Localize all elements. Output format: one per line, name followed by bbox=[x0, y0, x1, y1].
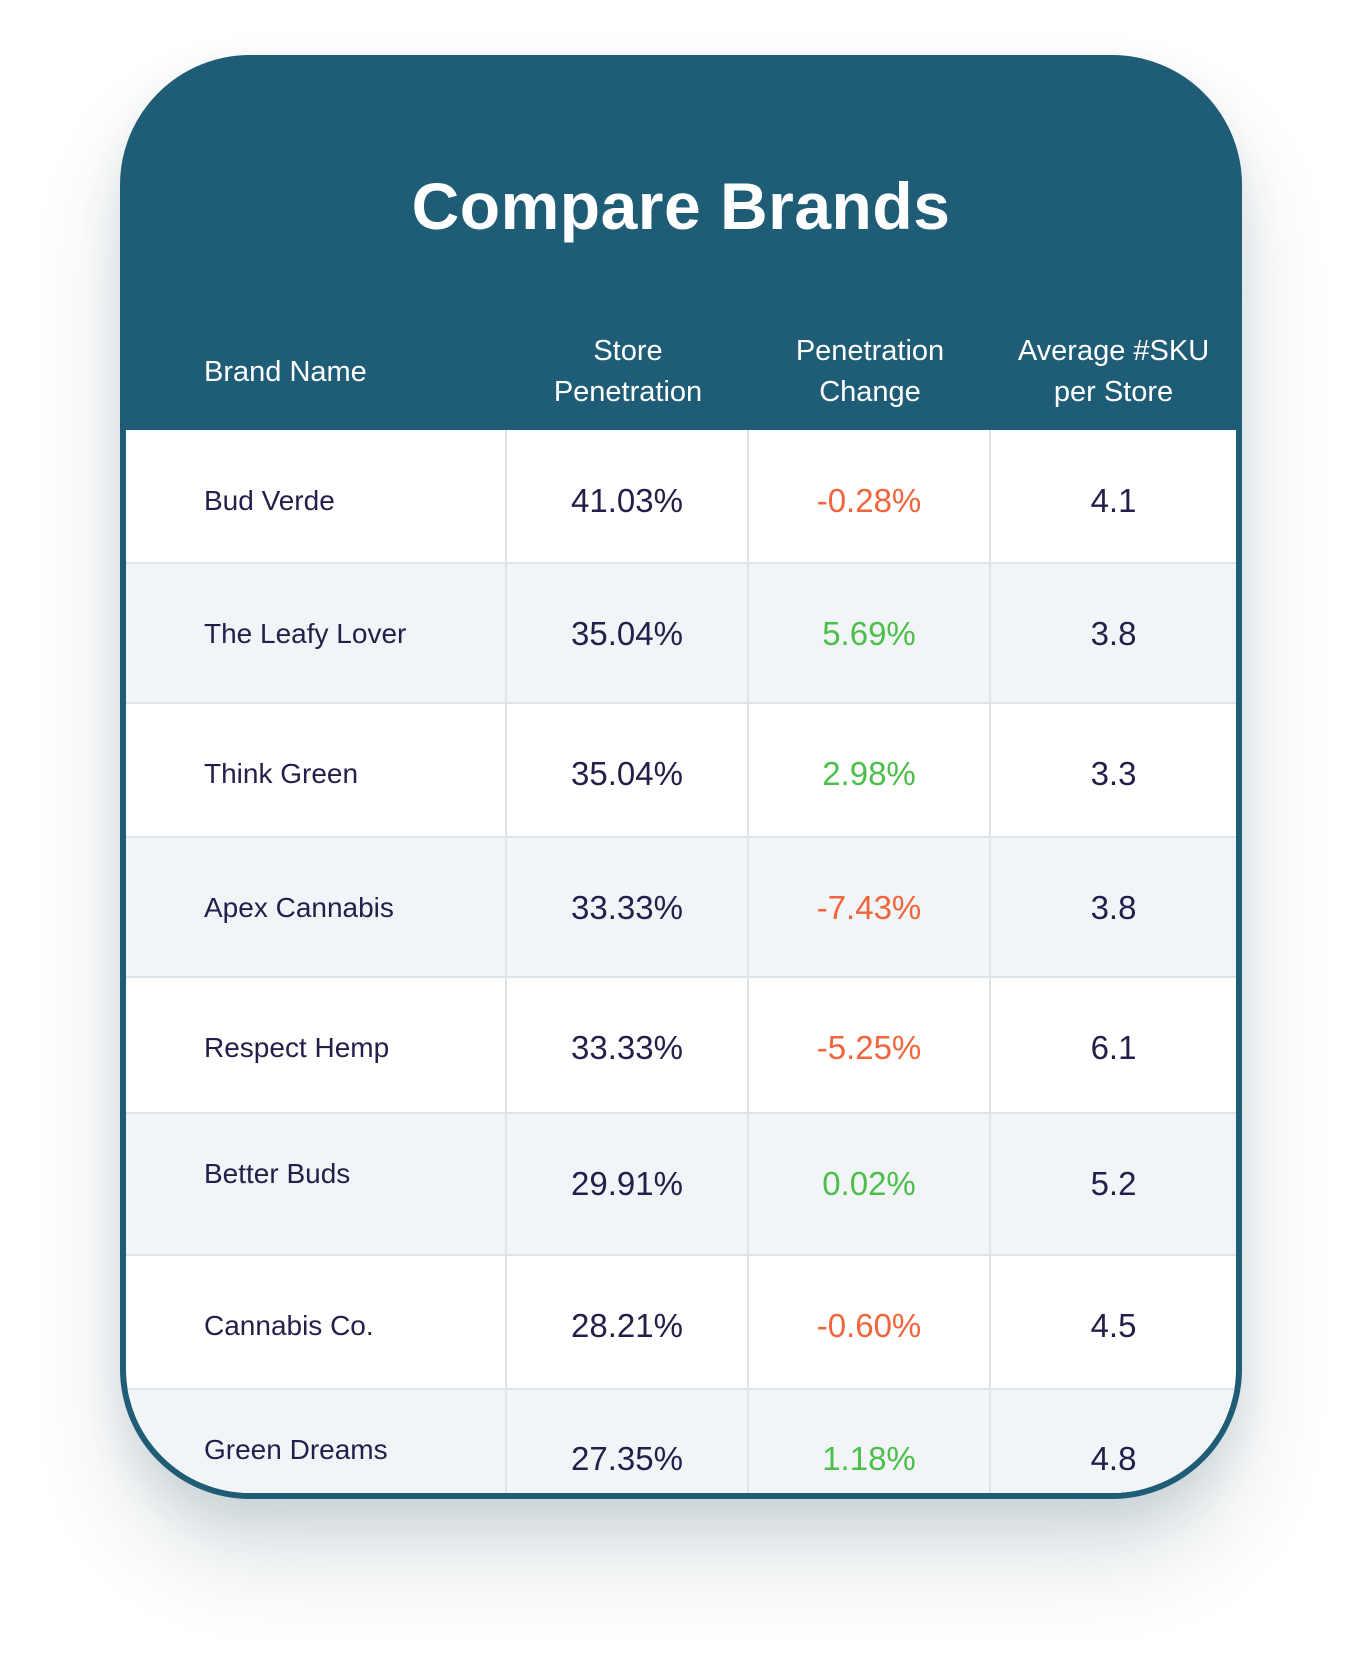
store-penetration-cell: 33.33% bbox=[507, 838, 749, 978]
column-header-brand-name-label: Brand Name bbox=[204, 355, 367, 388]
penetration-change-cell: -7.43% bbox=[749, 838, 991, 978]
table-header: Brand Name Store Penetration Penetration… bbox=[120, 317, 1242, 427]
store-penetration-cell: 29.91% bbox=[507, 1114, 749, 1254]
table-body: Bud Verde 41.03% -0.28% 4.1 The Leafy Lo… bbox=[126, 430, 1236, 1493]
table-row: Bud Verde 41.03% -0.28% 4.1 bbox=[126, 430, 1236, 572]
store-penetration-cell: 35.04% bbox=[507, 704, 749, 844]
column-header-penetration-change: Penetration Change bbox=[749, 317, 991, 427]
table-row: The Leafy Lover 35.04% 5.69% 3.8 bbox=[126, 562, 1236, 704]
brand-name-cell: Think Green bbox=[126, 704, 507, 844]
penetration-change-cell: 0.02% bbox=[749, 1114, 991, 1254]
store-penetration-cell: 35.04% bbox=[507, 564, 749, 704]
brand-name-cell: The Leafy Lover bbox=[126, 564, 507, 704]
column-header-store-penetration: Store Penetration bbox=[507, 317, 749, 427]
column-header-brand-name: Brand Name bbox=[204, 317, 504, 427]
table-row: Green Dreams 27.35% 1.18% 4.8 bbox=[126, 1388, 1236, 1493]
brand-name-cell: Green Dreams bbox=[126, 1390, 507, 1493]
penetration-change-cell: 1.18% bbox=[749, 1390, 991, 1493]
penetration-change-cell: -5.25% bbox=[749, 978, 991, 1118]
store-penetration-cell: 28.21% bbox=[507, 1256, 749, 1396]
compare-brands-card: Compare Brands Brand Name Store Penetrat… bbox=[120, 55, 1242, 1499]
penetration-change-cell: -0.60% bbox=[749, 1256, 991, 1396]
brand-name-cell: Cannabis Co. bbox=[126, 1256, 507, 1396]
average-sku-cell: 3.8 bbox=[1090, 615, 1137, 652]
column-header-store-penetration-line-2: Penetration bbox=[553, 376, 703, 408]
brand-name-cell: Bud Verde bbox=[126, 430, 507, 572]
brand-name-cell: Better Buds bbox=[126, 1114, 507, 1254]
table-row: Cannabis Co. 28.21% -0.60% 4.5 bbox=[126, 1254, 1236, 1396]
average-sku-cell: 3.8 bbox=[1090, 889, 1137, 926]
average-sku-cell: 4.5 bbox=[1090, 1307, 1137, 1344]
card-title: Compare Brands bbox=[411, 169, 951, 243]
column-header-average-sku-line-2: per Store bbox=[1053, 376, 1174, 408]
store-penetration-cell: 41.03% bbox=[507, 430, 749, 572]
column-header-store-penetration-line-1: Store bbox=[593, 335, 663, 367]
store-penetration-cell: 27.35% bbox=[507, 1390, 749, 1493]
column-header-average-sku-line-1: Average #SKU bbox=[1017, 335, 1210, 367]
column-header-average-sku: Average #SKU per Store bbox=[991, 317, 1236, 427]
brand-name-cell: Apex Cannabis bbox=[126, 838, 507, 978]
brand-name-cell: Respect Hemp bbox=[126, 978, 507, 1118]
table-row: Apex Cannabis 33.33% -7.43% 3.8 bbox=[126, 836, 1236, 978]
average-sku-cell: 4.8 bbox=[1090, 1440, 1137, 1477]
average-sku-cell: 4.1 bbox=[1090, 482, 1137, 519]
penetration-change-cell: 2.98% bbox=[749, 704, 991, 844]
store-penetration-cell: 33.33% bbox=[507, 978, 749, 1118]
penetration-change-cell: -0.28% bbox=[749, 430, 991, 572]
penetration-change-cell: 5.69% bbox=[749, 564, 991, 704]
average-sku-cell: 6.1 bbox=[1090, 1029, 1137, 1066]
table-row: Better Buds 29.91% 0.02% 5.2 bbox=[126, 1112, 1236, 1254]
table-row: Respect Hemp 33.33% -5.25% 6.1 bbox=[126, 976, 1236, 1118]
column-header-penetration-change-line-1: Penetration bbox=[795, 335, 945, 367]
table-row: Think Green 35.04% 2.98% 3.3 bbox=[126, 702, 1236, 844]
average-sku-cell: 5.2 bbox=[1090, 1165, 1137, 1202]
average-sku-cell: 3.3 bbox=[1090, 755, 1137, 792]
column-header-penetration-change-line-2: Change bbox=[819, 376, 921, 408]
